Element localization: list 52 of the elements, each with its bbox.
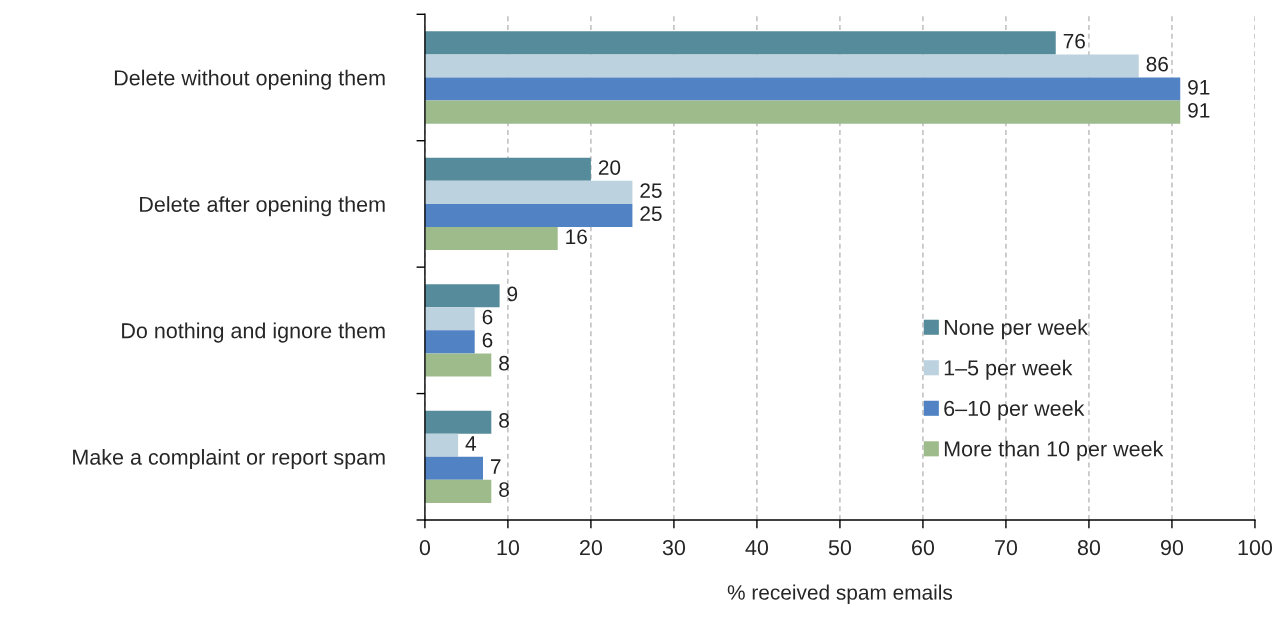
y-tick-label: Delete without opening them <box>114 69 385 90</box>
x-tick-label: 90 <box>1160 540 1184 556</box>
x-axis-title: % received spam emails <box>727 584 953 604</box>
bar <box>424 31 1056 55</box>
data-label: 8 <box>499 482 509 497</box>
bar <box>424 410 492 434</box>
data-label: 91 <box>1188 102 1210 118</box>
bar <box>424 180 633 204</box>
x-tick-label: 0 <box>419 540 431 556</box>
x-tick-label: 10 <box>497 540 520 556</box>
x-tick-label: 100 <box>1238 540 1273 556</box>
legend-label: 1–5 per week <box>944 359 1073 380</box>
data-label: 7 <box>491 459 501 474</box>
data-label: 4 <box>465 436 477 451</box>
y-tick-label: Delete after opening them <box>140 196 385 217</box>
data-label: 9 <box>507 286 518 302</box>
bar <box>424 307 475 331</box>
bar <box>424 433 459 457</box>
data-label: 8 <box>499 413 509 428</box>
data-label: 20 <box>598 160 621 175</box>
y-tick-label: Make a complaint or report spam <box>73 448 385 470</box>
bar <box>424 284 500 308</box>
bar <box>424 157 591 181</box>
data-label: 8 <box>499 355 509 371</box>
data-label: 25 <box>640 183 662 198</box>
data-label: 6 <box>482 309 493 325</box>
bar <box>424 353 492 377</box>
bar <box>424 330 475 354</box>
bar <box>424 479 492 503</box>
legend-label: More than 10 per week <box>944 440 1164 461</box>
x-tick-label: 20 <box>580 540 603 556</box>
data-label: 16 <box>566 229 587 245</box>
x-tick-label: 70 <box>995 540 1018 556</box>
legend-label: 6–10 per week <box>944 400 1085 421</box>
data-label: 6 <box>482 332 493 348</box>
data-label: 86 <box>1146 56 1168 72</box>
bar <box>424 456 484 480</box>
y-tick-label: Do nothing and ignore them <box>122 322 385 343</box>
x-tick-label: 50 <box>828 540 852 556</box>
bar <box>424 77 1181 101</box>
bar <box>424 100 1181 124</box>
x-tick-label: 40 <box>745 540 769 556</box>
legend-label: None per week <box>944 319 1088 340</box>
bar <box>424 203 633 228</box>
x-tick-label: 60 <box>912 540 935 556</box>
bar <box>424 54 1139 78</box>
x-tick-label: 80 <box>1077 540 1101 556</box>
bar <box>424 227 558 251</box>
data-label: 25 <box>640 206 662 222</box>
data-label: 91 <box>1188 79 1210 95</box>
x-tick-label: 30 <box>662 540 686 556</box>
data-label: 76 <box>1063 33 1085 49</box>
